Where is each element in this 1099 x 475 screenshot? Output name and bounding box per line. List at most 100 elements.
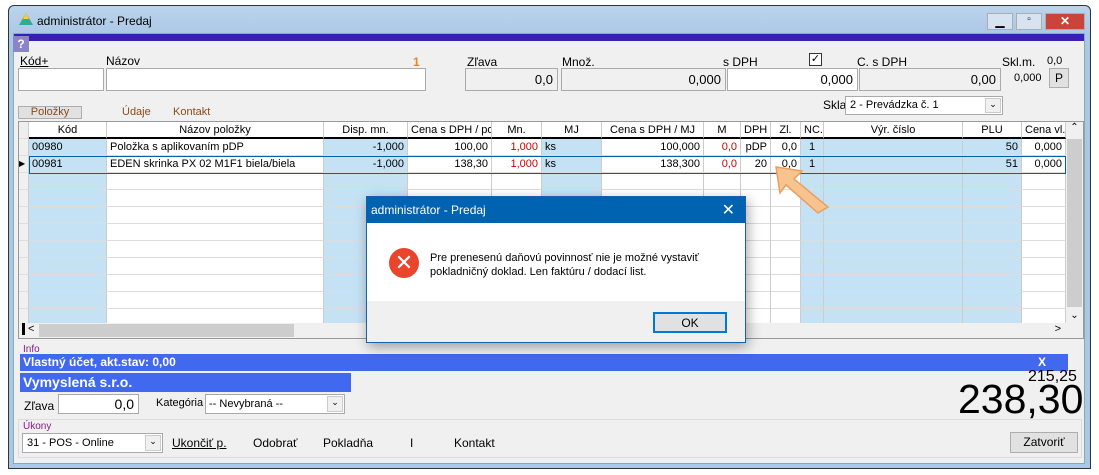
maximize-button[interactable]: ▫ <box>1016 13 1042 30</box>
csdph-input[interactable]: 0,00 <box>859 68 1001 91</box>
zlava-label: Zľava <box>467 55 498 69</box>
kategoria-select[interactable]: -- Nevybraná -- ⌄ <box>205 394 345 414</box>
tab-udaje[interactable]: Údaje <box>122 106 151 118</box>
column-header: Zl. <box>771 122 801 139</box>
mnoz-input[interactable]: 0,000 <box>561 68 726 91</box>
empty-cell <box>801 275 824 292</box>
column-header: PLU <box>963 122 1022 139</box>
empty-cell <box>29 173 107 190</box>
sdph-checkbox[interactable]: ✓ <box>809 53 822 66</box>
empty-cell <box>29 224 107 241</box>
empty-cell <box>824 292 963 309</box>
row-selector[interactable] <box>19 275 29 292</box>
column-header: Cena s DPH / pol <box>408 122 492 139</box>
column-header: Cena s DPH / MJ <box>602 122 704 139</box>
table-cell: 138,30 <box>408 156 492 173</box>
tab-polozky[interactable]: Položky <box>18 106 82 119</box>
kategoria-value: -- Nevybraná -- <box>209 398 283 410</box>
row-selector[interactable] <box>19 292 29 309</box>
table-cell: pDP <box>741 139 771 156</box>
empty-cell <box>741 241 771 258</box>
app-icon <box>19 13 33 25</box>
empty-cell <box>771 224 801 241</box>
empty-cell <box>492 173 542 190</box>
empty-cell <box>824 173 963 190</box>
table-cell: 1,000 <box>492 156 542 173</box>
empty-cell <box>771 292 801 309</box>
table-cell: 0,0 <box>771 139 801 156</box>
accent-bar <box>14 34 1084 41</box>
info-zlava-input[interactable]: 0,0 <box>58 394 139 414</box>
column-header: NC. <box>801 122 824 139</box>
table-cell: 1,000 <box>492 139 542 156</box>
mnoz-label: Množ. <box>562 55 595 69</box>
close-button[interactable]: Zatvoriť <box>1010 432 1078 453</box>
empty-cell <box>801 258 824 275</box>
account-status: Vlastný účet, akt.stav: 0,00 <box>23 355 176 369</box>
info-label: Info <box>23 344 40 355</box>
kontakt-button[interactable]: Kontakt <box>454 436 495 450</box>
sklad-select[interactable]: 2 - Prevádzka č. 1 ⌄ <box>845 96 1003 115</box>
table-cell: 0,000 <box>1022 139 1066 156</box>
separator-button[interactable]: I <box>410 436 414 450</box>
dialog-message-line1: Pre prenesenú daňovú povinnosť nie je mo… <box>430 252 699 264</box>
scroll-right-icon[interactable]: > <box>1054 323 1061 335</box>
empty-cell <box>107 258 324 275</box>
empty-cell <box>963 224 1022 241</box>
sklm-value: 0,0 <box>1047 55 1063 67</box>
kod-label: Kód+ <box>20 54 49 68</box>
row-selector[interactable] <box>19 207 29 224</box>
row-selector[interactable] <box>19 241 29 258</box>
pokladna-button[interactable]: Pokladňa <box>323 436 374 450</box>
minimize-button[interactable]: ▁ <box>987 13 1013 30</box>
scroll-left-icon[interactable]: < <box>22 323 34 335</box>
sdph-input[interactable]: 0,000 <box>727 68 858 91</box>
table-cell: 100,00 <box>408 139 492 156</box>
account-close-button[interactable]: X <box>1037 355 1046 369</box>
empty-cell <box>29 292 107 309</box>
row-selector[interactable]: ▶ <box>19 156 29 173</box>
empty-cell <box>741 275 771 292</box>
row-selector[interactable] <box>19 139 29 156</box>
h-scroll-thumb[interactable] <box>39 324 294 337</box>
row-selector[interactable] <box>19 224 29 241</box>
table-cell: Položka s aplikovaním pDP <box>107 139 324 156</box>
error-dialog: administrátor - Predaj ✕ ✕ Pre prenesenú… <box>366 196 746 343</box>
row-selector[interactable] <box>19 190 29 207</box>
empty-cell <box>1022 224 1066 241</box>
row-selector[interactable] <box>19 173 29 190</box>
sklm-label: Skl.m. <box>1002 55 1036 69</box>
dialog-close-icon[interactable]: ✕ <box>721 202 735 219</box>
mode-select[interactable]: 31 - POS - Online ⌄ <box>22 433 163 453</box>
tab-kontakt[interactable]: Kontakt <box>173 106 211 118</box>
empty-cell <box>801 224 824 241</box>
empty-cell <box>741 258 771 275</box>
scroll-thumb[interactable] <box>1067 139 1082 307</box>
odobrat-button[interactable]: Odobrať <box>253 436 298 450</box>
scroll-up-icon[interactable]: ⌃ <box>1070 122 1079 133</box>
vertical-scrollbar[interactable]: ⌃ ⌄ <box>1066 122 1083 338</box>
chevron-down-icon: ⌄ <box>145 435 161 451</box>
ukoncit-button[interactable]: Ukončiť p. <box>172 436 227 450</box>
total-net: 215,25 <box>1028 368 1077 385</box>
stock-value: 0,000 <box>1014 72 1042 84</box>
ok-button[interactable]: OK <box>653 312 727 333</box>
empty-cell <box>801 173 824 190</box>
help-icon[interactable]: ? <box>13 36 29 52</box>
empty-cell <box>1022 173 1066 190</box>
zlava-input[interactable]: 0,0 <box>465 68 558 91</box>
total-gross: 238,30 <box>958 376 1084 422</box>
column-header: Disp. mn. <box>324 122 408 139</box>
close-window-button[interactable]: ✕ <box>1045 13 1085 30</box>
nazov-input[interactable] <box>106 68 426 91</box>
scroll-down-icon[interactable]: ⌄ <box>1070 310 1079 321</box>
row-selector[interactable] <box>19 258 29 275</box>
p-button[interactable]: P <box>1049 68 1069 88</box>
empty-cell <box>741 207 771 224</box>
actions-label: Úkony <box>23 421 52 432</box>
kod-input[interactable] <box>18 68 104 91</box>
empty-cell <box>771 258 801 275</box>
empty-cell <box>824 224 963 241</box>
column-header: Názov položky <box>107 122 324 139</box>
table-cell: 51 <box>963 156 1022 173</box>
